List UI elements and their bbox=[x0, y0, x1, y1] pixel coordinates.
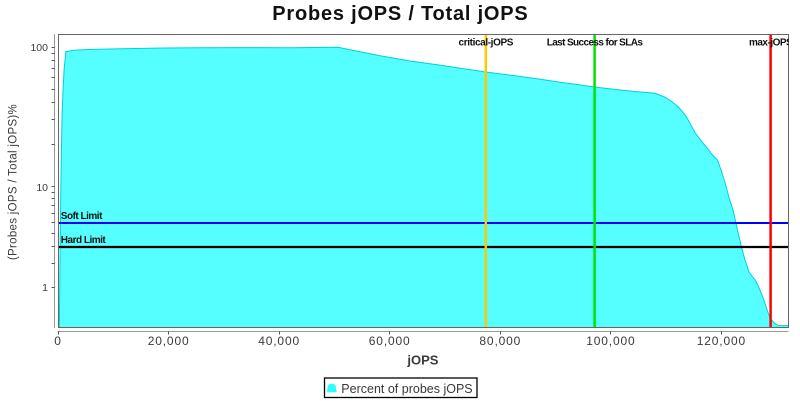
svg-text:120,000: 120,000 bbox=[697, 334, 746, 348]
svg-text:100,000: 100,000 bbox=[586, 334, 635, 348]
svg-text:1: 1 bbox=[42, 282, 48, 294]
svg-text:80,000: 80,000 bbox=[479, 334, 521, 348]
svg-text:jOPS: jOPS bbox=[406, 352, 438, 367]
svg-text:Probes jOPS / Total jOPS: Probes jOPS / Total jOPS bbox=[272, 3, 528, 25]
svg-text:40,000: 40,000 bbox=[258, 334, 300, 348]
svg-text:Soft Limit: Soft Limit bbox=[61, 211, 103, 222]
svg-text:10: 10 bbox=[36, 182, 48, 194]
svg-text:0: 0 bbox=[54, 334, 62, 348]
svg-text:Hard Limit: Hard Limit bbox=[61, 235, 107, 246]
svg-text:20,000: 20,000 bbox=[148, 334, 190, 348]
svg-text:Percent of probes jOPS: Percent of probes jOPS bbox=[341, 382, 472, 396]
svg-text:60,000: 60,000 bbox=[369, 334, 411, 348]
svg-text:critical-jOPS: critical-jOPS bbox=[459, 38, 514, 49]
svg-text:100: 100 bbox=[30, 42, 48, 54]
svg-text:max-jOPS: max-jOPS bbox=[749, 38, 793, 49]
svg-text:Last Success for SLAs: Last Success for SLAs bbox=[547, 38, 644, 49]
svg-text:(Probes jOPS / Total jOPS)%: (Probes jOPS / Total jOPS)% bbox=[8, 104, 20, 260]
